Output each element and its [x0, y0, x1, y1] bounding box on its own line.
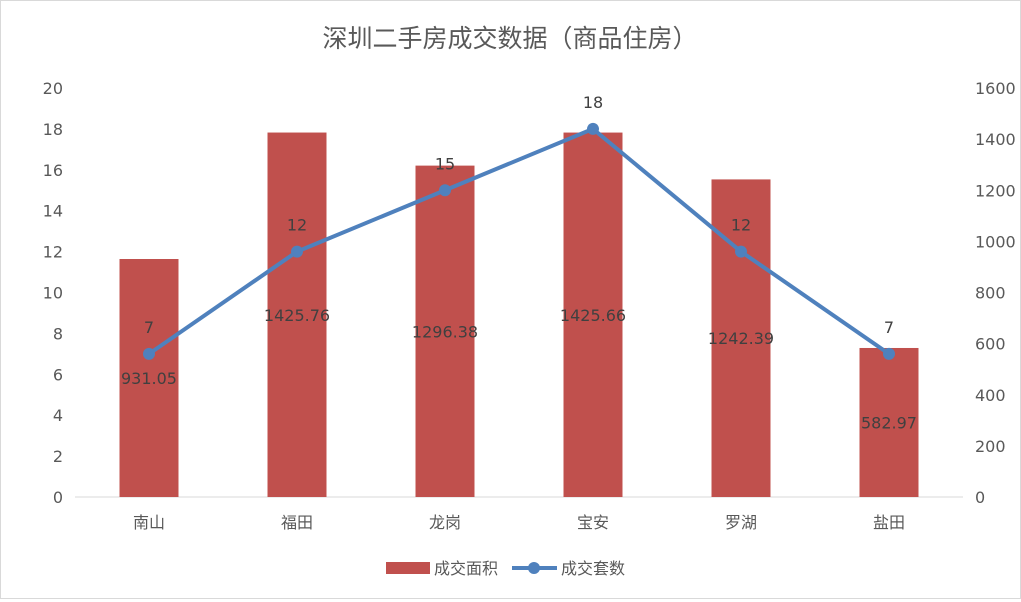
line-series-group: [143, 122, 895, 360]
bar: [267, 132, 327, 497]
bar: [563, 132, 623, 497]
line-labels-group: 7 12 15 18 12 7: [144, 93, 894, 337]
x-tick-label: 宝安: [577, 513, 609, 532]
y-right-tick-label: 400: [975, 386, 1006, 405]
bar-data-label: 931.05: [121, 369, 177, 388]
y-left-tick-label: 8: [53, 324, 63, 343]
y-left-tick-label: 18: [43, 120, 63, 139]
y-right-tick-label: 600: [975, 335, 1006, 354]
bar: [119, 259, 179, 497]
x-tick-label: 盐田: [873, 513, 905, 532]
line-series-path: [147, 126, 891, 356]
bar: [711, 179, 771, 497]
y-left-tick-label: 12: [43, 243, 63, 262]
bar-labels-group: 931.05 1425.76 1296.38 1425.66 1242.39 582.97: [121, 306, 917, 433]
line-data-label: 18: [583, 93, 603, 112]
bar: [859, 347, 919, 497]
line-data-label: 7: [144, 318, 154, 337]
line-point: [735, 245, 747, 258]
y-left-tick-label: 4: [53, 406, 63, 425]
bar-data-label: 582.97: [861, 413, 917, 432]
y-left-tick-label: 0: [53, 488, 63, 507]
y-left-tick-label: 10: [43, 284, 63, 303]
line-data-label: 12: [287, 216, 307, 235]
y-left-tick-label: 20: [43, 79, 63, 98]
y-left-tick-label: 6: [53, 365, 63, 384]
x-tick-label: 南山: [133, 513, 165, 532]
line-point: [439, 184, 451, 197]
y-right-tick-label: 200: [975, 437, 1006, 456]
bar-data-label: 1296.38: [412, 322, 478, 341]
legend-bar-swatch: [386, 562, 430, 574]
y-right-tick-label: 1400: [975, 130, 1016, 149]
bar-data-label: 1425.76: [264, 306, 330, 325]
y-right-tick-label: 1600: [975, 79, 1016, 98]
y-right-tick-label: 1000: [975, 232, 1016, 251]
line-data-label: 12: [731, 216, 751, 235]
x-tick-label: 龙岗: [429, 513, 461, 532]
y-right-tick-label: 1200: [975, 181, 1016, 200]
y-right-tick-label: 800: [975, 284, 1006, 303]
line-data-label: 15: [435, 154, 455, 173]
legend: 成交面积 成交套数: [386, 559, 625, 578]
line-point: [291, 245, 303, 258]
line-point: [587, 122, 599, 135]
x-tick-label: 福田: [281, 513, 313, 532]
bar-series-group: [119, 132, 919, 498]
legend-label: 成交套数: [561, 559, 625, 578]
line-point: [883, 347, 895, 360]
y-left-tick-label: 2: [53, 447, 63, 466]
y-left-tick-label: 14: [43, 202, 63, 221]
x-tick-label: 罗湖: [725, 513, 757, 532]
legend-label: 成交面积: [434, 559, 498, 578]
bar: [415, 165, 475, 498]
bar-data-label: 1425.66: [560, 306, 626, 325]
bar-data-label: 1242.39: [708, 329, 774, 348]
chart-title: 深圳二手房成交数据（商品住房）: [322, 24, 697, 53]
axes-group: 0246810121416182002004006008001000120014…: [43, 79, 1016, 532]
line-data-label: 7: [884, 318, 894, 337]
line-point: [143, 347, 155, 360]
y-left-tick-label: 16: [43, 161, 63, 180]
y-right-tick-label: 0: [975, 488, 985, 507]
legend-line-marker: [528, 562, 540, 574]
